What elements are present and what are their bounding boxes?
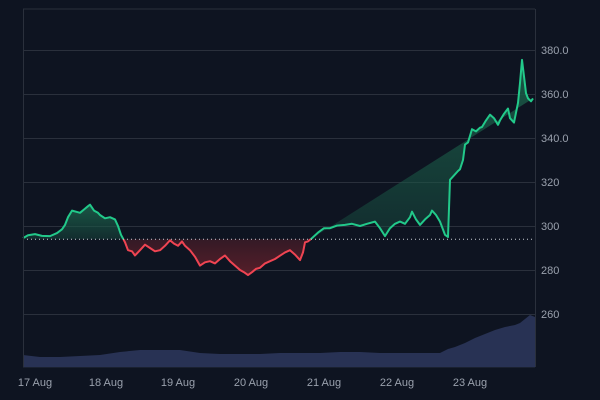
- y-tick-label: 320: [541, 177, 559, 189]
- x-tick-label: 21 Aug: [307, 377, 341, 389]
- volume-bars: [23, 315, 535, 367]
- x-tick-label: 17 Aug: [18, 377, 52, 389]
- y-tick-label: 340.0: [541, 133, 569, 145]
- price-area-fills: [23, 59, 533, 276]
- volume-area: [23, 315, 535, 367]
- x-tick-label: 23 Aug: [453, 377, 487, 389]
- x-tick-label: 18 Aug: [89, 377, 123, 389]
- y-tick-label: 380.0: [541, 45, 569, 57]
- x-tick-label: 19 Aug: [161, 377, 195, 389]
- y-tick-label: 300: [541, 221, 559, 233]
- y-tick-label: 360.0: [541, 89, 569, 101]
- x-axis: 17 Aug 18 Aug 19 Aug 20 Aug 21 Aug 22 Aug 23 A…: [18, 377, 487, 389]
- y-axis: 380.0 360.0 340.0 320 300 280 260: [541, 45, 569, 321]
- x-tick-label: 22 Aug: [380, 377, 414, 389]
- chart-frame: [23, 9, 536, 368]
- y-tick-label: 260: [541, 309, 559, 321]
- y-tick-label: 280: [541, 265, 559, 277]
- x-tick-label: 20 Aug: [234, 377, 268, 389]
- price-line: [23, 60, 534, 277]
